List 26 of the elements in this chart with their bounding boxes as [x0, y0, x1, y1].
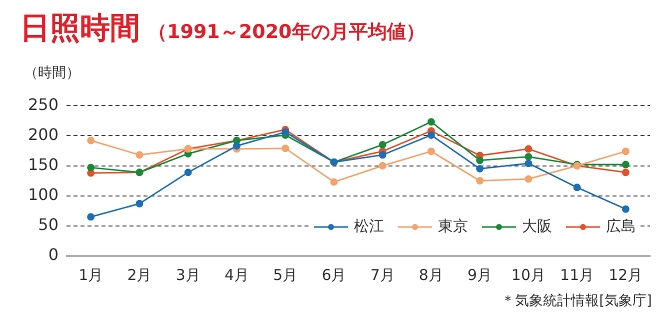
y-tick-label: 0 — [48, 245, 59, 264]
y-tick-label: 200 — [28, 124, 59, 144]
x-tick-label: 4月 — [224, 266, 249, 284]
x-tick-label: 2月 — [127, 266, 152, 284]
legend-label: 松江 — [354, 217, 384, 236]
y-tick-label: 100 — [28, 184, 59, 204]
x-tick-label: 10月 — [511, 266, 546, 284]
legend-label: 大阪 — [522, 217, 552, 236]
legend-label: 東京 — [438, 217, 468, 236]
x-tick-label: 8月 — [418, 266, 444, 284]
chart-subtitle: （1991～2020年の月平均値） — [148, 21, 425, 43]
x-tick-label: 11月 — [560, 266, 594, 284]
x-tick-label: 9月 — [468, 266, 492, 284]
y-tick-label: 50 — [38, 215, 59, 234]
x-tick-label: 3月 — [176, 266, 200, 284]
x-tick-label: 1月 — [78, 266, 104, 284]
y-axis-title: （時間） — [24, 64, 80, 82]
text: ＊気象統計情報[気象庁] — [501, 292, 652, 310]
y-tick-label: 250 — [28, 94, 59, 114]
chart-title: 日照時間 — [20, 11, 140, 46]
y-tick-label: 150 — [28, 154, 59, 174]
x-tick-label: 12月 — [608, 266, 643, 284]
legend-label: 広島 — [606, 217, 636, 236]
x-tick-label: 7月 — [370, 266, 395, 284]
x-tick-label: 6月 — [322, 266, 346, 284]
x-tick-label: 5月 — [273, 266, 298, 284]
